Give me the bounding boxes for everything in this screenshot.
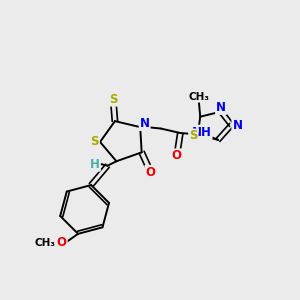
Text: O: O — [172, 149, 182, 162]
Text: CH₃: CH₃ — [188, 92, 209, 102]
Text: S: S — [189, 130, 198, 142]
Text: O: O — [145, 166, 155, 179]
Text: H: H — [90, 158, 100, 171]
Text: N: N — [216, 101, 226, 114]
Text: O: O — [57, 236, 67, 249]
Text: S: S — [109, 93, 118, 106]
Text: NH: NH — [192, 126, 212, 139]
Text: S: S — [91, 135, 99, 148]
Text: CH₃: CH₃ — [35, 238, 56, 248]
Text: N: N — [140, 117, 150, 130]
Text: N: N — [232, 118, 242, 131]
